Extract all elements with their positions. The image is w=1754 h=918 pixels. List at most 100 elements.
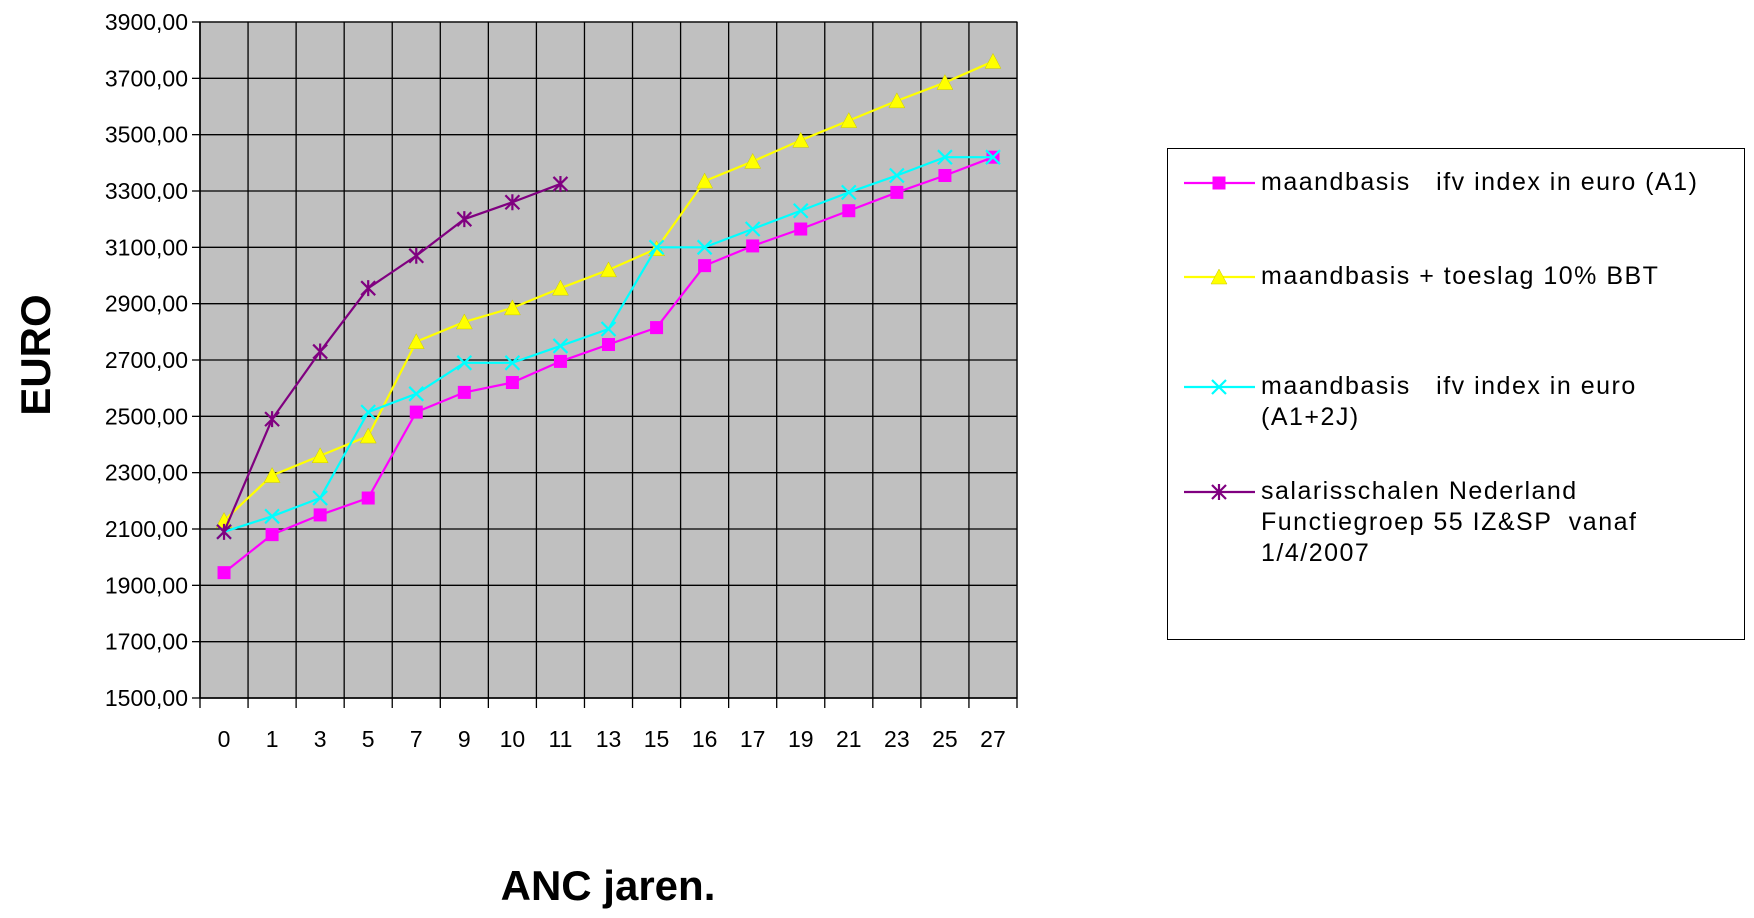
x-tick-label: 21 bbox=[836, 726, 862, 752]
x-tick-label: 10 bbox=[500, 726, 526, 752]
data-point bbox=[842, 204, 856, 218]
data-point bbox=[552, 338, 569, 354]
y-tick-label: 1500,00 bbox=[105, 685, 188, 711]
y-tick-label: 3700,00 bbox=[105, 65, 188, 91]
x-tick-label: 11 bbox=[548, 726, 572, 752]
x-tick-label: 15 bbox=[644, 726, 670, 752]
y-tick-label: 2300,00 bbox=[105, 460, 188, 486]
data-point bbox=[937, 149, 953, 165]
legend-label: maandbasis + toeslag 10% BBT bbox=[1261, 262, 1660, 290]
data-point bbox=[985, 149, 1001, 165]
data-point bbox=[889, 167, 905, 184]
x-tick-label: 13 bbox=[596, 726, 622, 752]
x-tick-label: 0 bbox=[218, 726, 231, 752]
data-point bbox=[263, 466, 281, 483]
data-point bbox=[312, 490, 328, 506]
y-tick-label: 3900,00 bbox=[105, 9, 188, 35]
data-point bbox=[841, 184, 857, 201]
y-tick-label: 2500,00 bbox=[105, 403, 188, 429]
data-point bbox=[890, 185, 904, 199]
data-point bbox=[746, 239, 760, 253]
legend-symbol bbox=[1211, 379, 1227, 395]
data-point bbox=[504, 355, 521, 371]
legend-symbol bbox=[1211, 484, 1227, 500]
legend-label: maandbasis ifv index in euro (A1+2J) bbox=[1261, 372, 1637, 431]
data-point bbox=[984, 52, 1002, 69]
x-axis-ticks: 0 1 3 5 7 9 10 11 13 15 16 17 19 21 23 25 27 bbox=[199, 697, 1018, 752]
y-tick-label: 2900,00 bbox=[105, 291, 188, 317]
y-tick-label: 2700,00 bbox=[105, 347, 188, 373]
data-point bbox=[457, 385, 471, 399]
y-tick-label: 1900,00 bbox=[105, 572, 188, 598]
data-point bbox=[744, 221, 761, 237]
y-tick-label: 3300,00 bbox=[105, 178, 188, 204]
data-point bbox=[553, 354, 567, 368]
data-point bbox=[264, 508, 280, 525]
data-point bbox=[311, 447, 329, 464]
legend-item: maandbasis + toeslag 10% BBT bbox=[1182, 261, 1731, 292]
data-point bbox=[600, 261, 617, 278]
legend-marker bbox=[1184, 176, 1255, 190]
x-tick-label: 23 bbox=[884, 726, 910, 752]
plot-area bbox=[199, 21, 1018, 699]
series-layer bbox=[215, 52, 1002, 580]
data-point bbox=[792, 131, 810, 148]
data-point bbox=[456, 211, 473, 228]
legend-item: salarisschalen Nederland Functiegroep 55… bbox=[1182, 476, 1731, 569]
x-tick-label: 5 bbox=[362, 726, 375, 752]
data-point bbox=[265, 528, 279, 542]
data-point bbox=[217, 566, 231, 580]
data-point bbox=[312, 343, 328, 360]
series-4 bbox=[216, 175, 569, 540]
y-tick-label: 2100,00 bbox=[105, 516, 188, 542]
legend-marker bbox=[1184, 379, 1255, 395]
series-line bbox=[223, 182, 561, 533]
legend-item: maandbasis ifv index in euro (A1) bbox=[1182, 167, 1731, 198]
y-tick-label: 3100,00 bbox=[105, 234, 188, 260]
y-tick-label: 1700,00 bbox=[105, 629, 188, 655]
y-tick-label: 3500,00 bbox=[105, 122, 188, 148]
legend-label: salarisschalen Nederland Functiegroep 55… bbox=[1261, 477, 1638, 567]
data-point bbox=[455, 313, 473, 330]
legend-marker bbox=[1184, 484, 1255, 500]
data-point bbox=[602, 338, 615, 352]
legend-symbol bbox=[1210, 268, 1228, 285]
y-axis-ticks: 1500,00 1700,00 1900,00 2100,00 2300,00 2500,… bbox=[105, 9, 201, 711]
data-point bbox=[600, 321, 617, 337]
x-tick-label: 9 bbox=[458, 726, 471, 752]
data-point bbox=[552, 175, 569, 192]
data-point bbox=[696, 172, 714, 189]
data-point bbox=[650, 321, 664, 335]
data-point bbox=[504, 194, 521, 211]
x-tick-label: 17 bbox=[740, 726, 766, 752]
data-point bbox=[408, 386, 425, 402]
x-tick-label: 1 bbox=[266, 726, 279, 752]
data-point bbox=[840, 112, 858, 128]
y-axis-title: EURO bbox=[12, 294, 59, 415]
x-tick-label: 25 bbox=[932, 726, 958, 752]
data-point bbox=[360, 404, 376, 420]
data-point bbox=[938, 169, 952, 183]
data-point bbox=[552, 279, 569, 296]
data-point bbox=[505, 376, 519, 390]
data-point bbox=[407, 333, 425, 349]
data-point bbox=[264, 411, 280, 428]
x-tick-label: 19 bbox=[788, 726, 814, 752]
data-point bbox=[313, 508, 327, 522]
data-point bbox=[648, 239, 665, 256]
legend-item: maandbasis ifv index in euro (A1+2J) bbox=[1182, 371, 1731, 433]
data-point bbox=[408, 247, 425, 264]
legend-symbol bbox=[1212, 176, 1226, 190]
data-point bbox=[361, 491, 375, 505]
data-point bbox=[359, 427, 377, 444]
x-tick-label: 7 bbox=[410, 726, 423, 752]
data-point bbox=[360, 280, 376, 297]
data-point bbox=[888, 92, 906, 109]
x-tick-label: 27 bbox=[980, 726, 1006, 752]
data-point bbox=[456, 355, 473, 371]
data-point bbox=[409, 405, 423, 419]
legend-label: maandbasis ifv index in euro (A1) bbox=[1261, 168, 1699, 196]
legend-marker bbox=[1184, 268, 1255, 285]
x-tick-label: 3 bbox=[314, 726, 327, 752]
